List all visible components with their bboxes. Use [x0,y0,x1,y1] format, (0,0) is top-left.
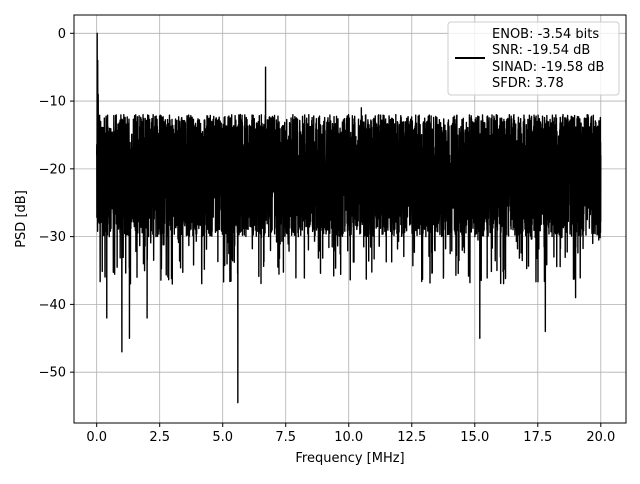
x-tick-label: 2.5 [149,430,170,445]
psd-series-line [95,32,602,404]
x-tick-label: 15.0 [460,430,489,445]
y-tick-label: −30 [39,230,66,245]
legend-sfdr: SFDR: 3.78 [492,76,564,91]
axis-ticks: 0.0 2.5 5.0 7.5 10.0 12.5 15.0 17.5 20.0 0 −10 −20 −… [39,27,616,445]
y-tick-label: −50 [39,366,66,381]
legend-enob: ENOB: -3.54 bits [492,27,599,42]
x-tick-label: 12.5 [397,430,426,445]
y-tick-label: −40 [39,298,66,313]
x-tick-label: 10.0 [334,430,363,445]
y-axis-label: PSD [dB] [14,190,29,248]
plot-area [95,32,602,404]
legend-sinad: SINAD: -19.58 dB [492,60,604,75]
y-tick-label: −20 [39,162,66,177]
axes-frame [73,14,627,424]
x-tick-label: 17.5 [523,430,552,445]
x-tick-label: 5.0 [212,430,233,445]
legend-snr: SNR: -19.54 dB [492,43,590,58]
legend-box [447,21,620,96]
x-axis-label: Frequency [MHz] [295,451,404,466]
y-tick-label: −10 [39,95,66,110]
y-tick-label: 0 [58,27,66,42]
x-tick-label: 7.5 [275,430,296,445]
x-tick-label: 0.0 [86,430,107,445]
x-tick-label: 20.0 [586,430,615,445]
legend: ENOB: -3.54 bits SNR: -19.54 dB SINAD: -… [447,21,620,96]
